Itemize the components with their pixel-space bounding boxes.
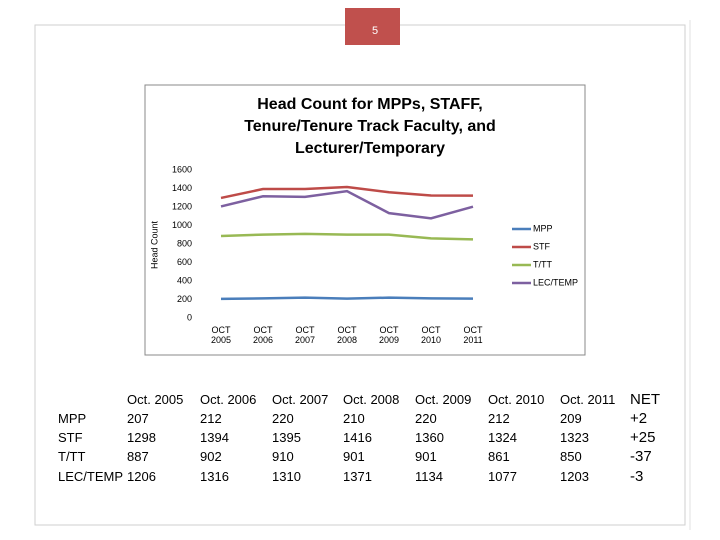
table-cell: +2 <box>630 410 648 427</box>
x-tick-label: OCT 2005 <box>210 325 232 345</box>
table-cell: 212 <box>488 411 510 426</box>
table-cell: 212 <box>200 411 222 426</box>
chart-title: Head Count for MPPs, STAFF, Tenure/Tenur… <box>244 96 496 157</box>
table-cell: 1134 <box>415 469 443 484</box>
table-cell: 209 <box>560 411 582 426</box>
series-line <box>220 189 474 220</box>
legend-label: STF <box>533 241 551 251</box>
table-cell: 1323 <box>560 430 589 445</box>
table-cell: 902 <box>200 449 222 464</box>
table-cell: 207 <box>127 411 149 426</box>
legend-label: MPP <box>533 223 553 233</box>
table-cell: 1324 <box>488 430 517 445</box>
table-header: NET <box>630 391 660 408</box>
table-header: Oct. 2008 <box>343 392 400 407</box>
table-header: Oct. 2009 <box>415 392 472 407</box>
legend-label: T/TT <box>533 259 552 269</box>
table-cell: -37 <box>630 448 652 465</box>
y-tick-label: 1200 <box>172 201 192 211</box>
x-tick-label: OCT 2008 <box>336 325 358 345</box>
row-label: STF <box>58 430 83 445</box>
x-tick-label: OCT 2006 <box>252 325 274 345</box>
x-tick-label: OCT 2009 <box>378 325 400 345</box>
table-header: Oct. 2010 <box>488 392 545 407</box>
table-cell: 901 <box>415 449 437 464</box>
legend-label: LEC/TEMP <box>533 277 578 287</box>
table-cell: 1416 <box>343 430 372 445</box>
table-cell: 210 <box>343 411 365 426</box>
table-cell: 220 <box>415 411 437 426</box>
table-cell: 1203 <box>560 469 589 484</box>
y-tick-label: 200 <box>177 294 192 304</box>
y-tick-label: 1600 <box>172 164 192 174</box>
table-cell: 887 <box>127 449 149 464</box>
y-axis-label: Head Count <box>149 220 159 269</box>
page-number-box <box>345 8 400 45</box>
row-label: MPP <box>58 411 87 426</box>
series-line <box>220 296 474 301</box>
table-cell: 1395 <box>272 430 301 445</box>
chart-box <box>144 84 586 356</box>
y-tick-label: 1400 <box>172 183 192 193</box>
table-cell: 1316 <box>200 469 229 484</box>
table-cell: 1206 <box>127 469 156 484</box>
y-tick-label: 1000 <box>172 220 192 230</box>
table-cell: 910 <box>272 449 294 464</box>
series-line <box>220 232 474 241</box>
table-cell: +25 <box>630 429 656 446</box>
table-cell: 861 <box>488 449 510 464</box>
y-tick-label: 0 <box>187 312 192 322</box>
table-header: Oct. 2011 <box>560 392 616 407</box>
table-cell: -3 <box>630 468 644 485</box>
series-line <box>220 185 474 200</box>
table-cell: 1077 <box>488 469 517 484</box>
table-cell: 1394 <box>200 430 229 445</box>
x-tick-label: OCT 2010 <box>420 325 442 345</box>
table-cell: 850 <box>560 449 582 464</box>
page-number: 5 <box>372 25 378 37</box>
y-tick-label: 800 <box>177 238 192 248</box>
y-tick-label: 400 <box>177 275 192 285</box>
x-tick-label: OCT 2007 <box>294 325 316 345</box>
table-cell: 901 <box>343 449 365 464</box>
row-label: LEC/TEMP <box>58 469 124 484</box>
table-header: Oct. 2005 <box>127 392 184 407</box>
table-cell: 1360 <box>415 430 444 445</box>
table-cell: 1310 <box>272 469 301 484</box>
row-label: T/TT <box>58 449 86 464</box>
table-cell: 220 <box>272 411 294 426</box>
table-cell: 1371 <box>343 469 372 484</box>
table-header: Oct. 2006 <box>200 392 257 407</box>
x-tick-label: OCT 2011 <box>463 325 483 345</box>
table-header: Oct. 2007 <box>272 392 329 407</box>
table-cell: 1298 <box>127 430 156 445</box>
y-tick-label: 600 <box>177 257 192 267</box>
